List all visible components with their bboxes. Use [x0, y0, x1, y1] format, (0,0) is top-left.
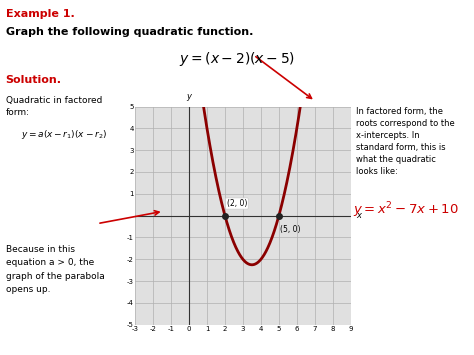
Text: x-intercepts. In: x-intercepts. In — [356, 131, 420, 140]
Text: (5, 0): (5, 0) — [280, 225, 300, 235]
Text: x: x — [356, 211, 361, 220]
Text: $y=(x-2)(x-5)$: $y=(x-2)(x-5)$ — [179, 50, 295, 68]
Text: graph of the parabola: graph of the parabola — [6, 272, 104, 280]
Text: Because in this: Because in this — [6, 245, 75, 254]
Text: Example 1.: Example 1. — [6, 9, 74, 19]
Text: opens up.: opens up. — [6, 285, 50, 294]
Text: (2, 0): (2, 0) — [227, 199, 247, 208]
Text: $y=x^2-7x+10$: $y=x^2-7x+10$ — [353, 201, 459, 220]
Text: In factored form, the: In factored form, the — [356, 106, 444, 115]
Text: $y=a(x-r_1)(x-r_2)$: $y=a(x-r_1)(x-r_2)$ — [21, 128, 108, 141]
Text: form:: form: — [6, 108, 30, 117]
Text: roots correspond to the: roots correspond to the — [356, 119, 455, 127]
Text: standard form, this is: standard form, this is — [356, 143, 446, 152]
Text: Solution.: Solution. — [6, 75, 62, 84]
Text: Quadratic in factored: Quadratic in factored — [6, 96, 102, 105]
Text: equation a > 0, the: equation a > 0, the — [6, 258, 94, 267]
Text: Graph the following quadratic function.: Graph the following quadratic function. — [6, 27, 253, 37]
Text: what the quadratic: what the quadratic — [356, 155, 437, 164]
Text: y: y — [186, 92, 191, 101]
Text: looks like:: looks like: — [356, 167, 398, 176]
